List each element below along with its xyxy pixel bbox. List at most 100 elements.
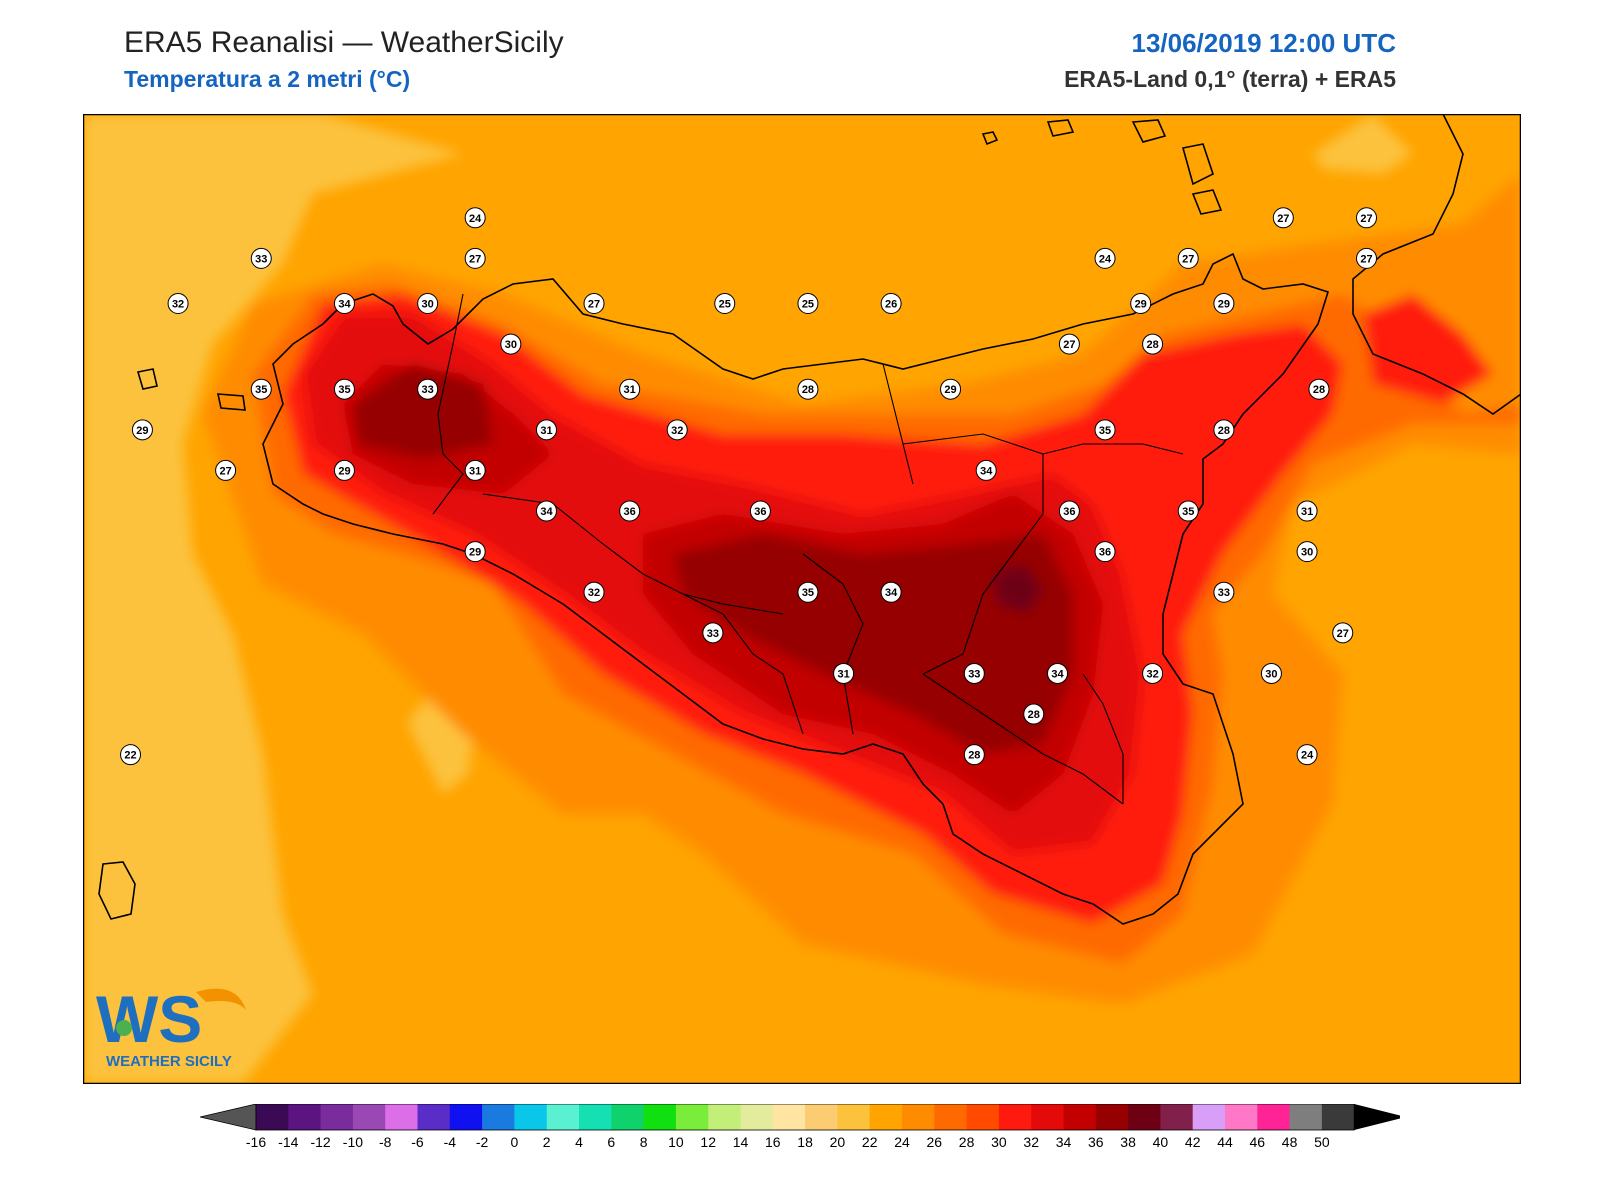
- border-trapani-palermo: [432, 293, 464, 515]
- colorbar-frame: [255, 1104, 1355, 1131]
- value-label-marker: [535, 500, 557, 522]
- colorbar-tick-label: 42: [1185, 1134, 1201, 1150]
- aeolian-island-5: [1191, 189, 1223, 215]
- value-label-marker: [215, 459, 237, 481]
- value-label-marker: [797, 292, 819, 314]
- colorbar-swatch: [1321, 1104, 1355, 1130]
- value-label-marker: [333, 459, 355, 481]
- value-label: 25: [719, 298, 731, 310]
- value-label: 34: [885, 587, 898, 599]
- value-label-marker: [1308, 378, 1330, 400]
- colorbar-swatch: [869, 1104, 903, 1130]
- egadi-island-2: [216, 393, 246, 411]
- colorbar-swatch: [1289, 1104, 1323, 1130]
- colorbar-swatch: [772, 1104, 806, 1130]
- value-label-marker: [1213, 419, 1235, 441]
- colorbar-swatch: [1225, 1104, 1258, 1130]
- value-label-marker: [333, 378, 355, 400]
- value-label-marker: [1094, 247, 1116, 269]
- value-label: 33: [422, 384, 434, 396]
- colorbar-below-arrow: [200, 1104, 257, 1131]
- aeolian-island-3: [1131, 119, 1167, 143]
- colorbar-tick-label: -8: [379, 1134, 392, 1150]
- value-label-marker: [250, 247, 272, 269]
- colorbar-tick-label: 20: [830, 1134, 846, 1150]
- colorbar-swatch: [449, 1104, 483, 1130]
- value-label: 25: [802, 298, 814, 310]
- value-label: 27: [1063, 339, 1075, 351]
- value-label: 35: [802, 587, 814, 599]
- colorbar-swatch: [579, 1104, 612, 1130]
- colorbar-tick-label: 16: [765, 1134, 781, 1150]
- value-label: 31: [540, 425, 552, 437]
- value-label: 31: [469, 465, 481, 477]
- value-label: 31: [624, 384, 636, 396]
- value-label-marker: [583, 581, 605, 603]
- temperature-map: 24 33 27 32 34 30 27 25 25 26 30 35 35 33 31 28 29 29 31 32…: [83, 114, 1521, 1084]
- value-label: 32: [588, 587, 600, 599]
- colorbar-swatch: [643, 1104, 677, 1130]
- map-frame: [83, 114, 1521, 1084]
- colorbar-tick-label: -2: [476, 1134, 489, 1150]
- colorbar-swatch: [675, 1104, 709, 1130]
- colorbar-tick-label: 46: [1250, 1134, 1266, 1150]
- value-label: 33: [707, 628, 719, 640]
- colorbar-swatch: [514, 1104, 548, 1130]
- colorbar-tick-label: 6: [607, 1134, 615, 1150]
- border-caltanissetta-enna: [802, 553, 864, 735]
- band-38: [993, 564, 1043, 614]
- band-30-east: [1363, 294, 1493, 404]
- value-label-marker: [1177, 500, 1199, 522]
- value-label: 33: [255, 253, 267, 265]
- value-label-marker: [464, 247, 486, 269]
- colorbar-swatch: [320, 1104, 354, 1130]
- value-label: 33: [968, 668, 980, 680]
- colorbar-tick-label: 18: [797, 1134, 813, 1150]
- value-label: 32: [1146, 668, 1158, 680]
- value-label: 29: [944, 384, 956, 396]
- value-label-marker: [797, 378, 819, 400]
- weather-sicily-logo: WS WEATHER SICILY: [96, 982, 246, 1070]
- colorbar-tick-label: 44: [1217, 1134, 1233, 1150]
- value-label: 33: [1218, 587, 1230, 599]
- temperature-value-labels: 24 33 27 32 34 30 27 25 25 26 30 35 35 33 31 28 29 29 31 32…: [120, 207, 1378, 766]
- value-label: 27: [469, 253, 481, 265]
- value-label-marker: [797, 581, 819, 603]
- colorbar-swatch: [482, 1104, 515, 1130]
- value-label: 28: [802, 384, 814, 396]
- logo-globe-icon: [116, 1020, 132, 1036]
- value-label-marker: [583, 292, 605, 314]
- colorbar-tick-label: 38: [1120, 1134, 1136, 1150]
- value-label: 27: [1360, 253, 1372, 265]
- value-label-marker: [975, 459, 997, 481]
- border-catania-ragusa: [922, 673, 1124, 805]
- cool-zone-west: [83, 114, 463, 1084]
- value-label: 24: [1099, 253, 1112, 265]
- colorbar-tick-label: 48: [1282, 1134, 1298, 1150]
- colorbar-tick-label: 14: [733, 1134, 749, 1150]
- colorbar-swatch: [837, 1104, 871, 1130]
- value-label-marker: [1094, 419, 1116, 441]
- colorbar-tick-label: 36: [1088, 1134, 1104, 1150]
- value-label: 27: [1182, 253, 1194, 265]
- colorbar-tick-label: 26: [927, 1134, 943, 1150]
- colorbar-swatch: [805, 1104, 838, 1130]
- colorbar-swatch: [611, 1104, 645, 1130]
- value-label: 27: [588, 298, 600, 310]
- value-label: 31: [837, 668, 849, 680]
- colorbar-swatch: [1031, 1104, 1064, 1130]
- colorbar-tick-label: 8: [640, 1134, 648, 1150]
- value-label-marker: [619, 500, 641, 522]
- value-label: 27: [1360, 213, 1372, 225]
- value-label-marker: [1142, 333, 1164, 355]
- value-label-marker: [714, 292, 736, 314]
- value-label-marker: [464, 459, 486, 481]
- value-label: 22: [124, 750, 136, 762]
- colorbar-tick-label: 40: [1153, 1134, 1169, 1150]
- value-label-marker: [1177, 247, 1199, 269]
- border-messina-catania: [1042, 443, 1184, 455]
- logo-text: WEATHER SICILY: [106, 1053, 232, 1070]
- value-label-marker: [250, 378, 272, 400]
- value-label: 35: [255, 384, 267, 396]
- value-label-marker: [1142, 662, 1164, 684]
